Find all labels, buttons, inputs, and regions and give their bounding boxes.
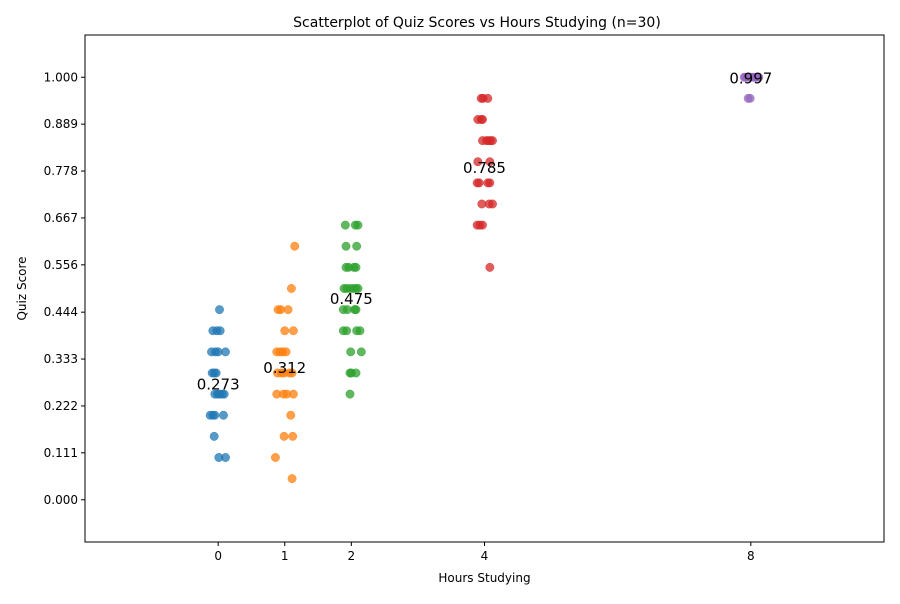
y-tick-label-7: 0.778 xyxy=(44,164,78,178)
data-point-hours-4-22 xyxy=(478,220,487,230)
data-point-hours-2-20 xyxy=(342,326,352,336)
x-tick-label-8: 8 xyxy=(747,549,755,563)
data-point-hours-4-2 xyxy=(483,93,493,103)
data-point-hours-8-8 xyxy=(741,72,750,82)
y-tick-label-9: 1.000 xyxy=(44,70,78,84)
data-point-hours-2-14 xyxy=(353,284,363,293)
data-point-hours-1-19 xyxy=(288,389,298,399)
data-point-hours-0-10 xyxy=(211,368,221,378)
data-point-hours-1-5 xyxy=(280,326,290,336)
data-point-hours-1-21 xyxy=(279,431,289,441)
chart-title: Scatterplot of Quiz Scores vs Hours Stud… xyxy=(293,15,661,31)
y-tick-label-1: 0.111 xyxy=(44,446,78,460)
data-point-hours-4-14 xyxy=(474,178,484,188)
mean-label-hours-1: 0.312 xyxy=(263,359,306,377)
x-tick-label-0: 0 xyxy=(214,549,222,563)
data-point-hours-0-15 xyxy=(219,389,229,399)
x-axis-ticks: 0 1 2 4 8 xyxy=(214,542,755,563)
data-point-hours-2-28 xyxy=(345,389,355,399)
data-point-hours-0-3 xyxy=(215,326,225,336)
data-point-hours-1-0 xyxy=(290,241,300,251)
data-point-hours-1-24 xyxy=(287,474,297,484)
data-points xyxy=(205,72,764,484)
data-point-hours-2-27 xyxy=(351,368,361,378)
x-axis-label: Hours Studying xyxy=(438,571,530,585)
mean-label-hours-4: 0.785 xyxy=(463,159,506,177)
data-point-hours-1-22 xyxy=(288,431,298,441)
y-axis-label: Quiz Score xyxy=(15,256,29,320)
data-point-hours-2-4 xyxy=(352,241,362,251)
y-tick-label-5: 0.556 xyxy=(44,258,78,272)
mean-label-hours-2: 0.475 xyxy=(330,290,373,308)
data-point-hours-2-23 xyxy=(346,347,356,357)
data-point-hours-0-0 xyxy=(215,305,224,315)
x-tick-label-1: 1 xyxy=(281,549,289,563)
data-point-hours-2-8 xyxy=(351,262,361,272)
y-tick-label-8: 0.889 xyxy=(44,117,78,131)
data-point-hours-1-10 xyxy=(281,347,291,357)
data-point-hours-1-1 xyxy=(286,284,296,293)
data-point-hours-0-18 xyxy=(210,410,220,420)
data-point-hours-8-9 xyxy=(751,72,761,82)
data-point-hours-0-19 xyxy=(219,410,228,420)
data-point-hours-1-4 xyxy=(283,305,293,315)
data-point-hours-2-0 xyxy=(340,220,350,230)
y-tick-label-6: 0.667 xyxy=(44,211,78,225)
data-point-hours-4-10 xyxy=(488,136,497,146)
mean-labels: 0.273 0.312 0.475 0.785 0.997 xyxy=(197,70,773,394)
data-point-hours-2-24 xyxy=(356,347,366,357)
data-point-hours-4-12 xyxy=(485,157,495,167)
y-axis-ticks: 0.000 0.111 0.222 0.333 0.444 0.556 0.667 0.778… xyxy=(44,70,85,507)
data-point-hours-8-11 xyxy=(745,93,755,103)
data-point-hours-1-20 xyxy=(286,410,296,420)
plot-frame xyxy=(84,34,885,543)
data-point-hours-0-7 xyxy=(221,347,230,357)
data-point-hours-0-22 xyxy=(221,453,230,462)
y-tick-label-2: 0.222 xyxy=(44,399,78,413)
data-point-hours-0-20 xyxy=(209,431,219,441)
y-tick-label-3: 0.333 xyxy=(44,352,78,366)
mean-label-hours-8: 0.997 xyxy=(729,70,772,88)
data-point-hours-4-5 xyxy=(478,115,487,124)
x-tick-label-2: 2 xyxy=(348,549,356,563)
data-point-hours-2-2 xyxy=(353,220,363,230)
data-point-hours-2-3 xyxy=(341,241,351,251)
data-point-hours-1-15 xyxy=(287,368,297,378)
data-point-hours-4-16 xyxy=(485,178,495,188)
y-tick-label-0: 0.000 xyxy=(44,493,78,507)
data-point-hours-2-18 xyxy=(351,305,361,315)
data-point-hours-4-11 xyxy=(473,157,483,167)
mean-label-hours-0: 0.273 xyxy=(197,375,240,393)
data-point-hours-4-23 xyxy=(485,262,495,272)
data-point-hours-1-6 xyxy=(288,326,298,336)
x-tick-label-4: 4 xyxy=(481,549,489,563)
data-point-hours-2-22 xyxy=(355,326,365,336)
data-point-hours-4-19 xyxy=(488,199,497,209)
y-tick-label-4: 0.444 xyxy=(44,305,78,319)
data-point-hours-1-23 xyxy=(270,453,280,462)
